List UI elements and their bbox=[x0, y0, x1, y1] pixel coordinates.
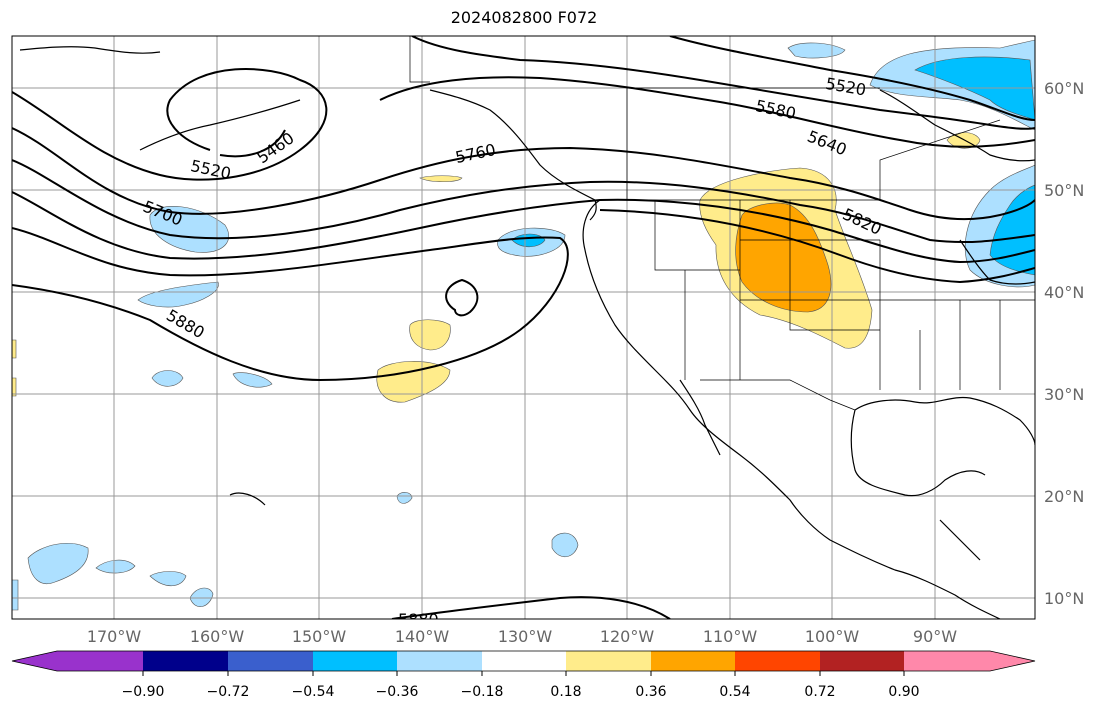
map-gridlines bbox=[12, 36, 1035, 619]
colorbar-segment bbox=[228, 651, 313, 671]
colorbar-segment bbox=[143, 651, 228, 671]
lon-label: 100°W bbox=[805, 627, 860, 646]
colorbar-segment bbox=[482, 651, 566, 671]
lat-label: 50°N bbox=[1044, 181, 1084, 200]
colorbar-tick-label: −0.54 bbox=[292, 684, 335, 700]
anomaly-negative-region bbox=[12, 579, 19, 611]
height-contours bbox=[12, 36, 1035, 619]
colorbar-segment bbox=[651, 651, 735, 671]
colorbar-segment bbox=[735, 651, 820, 671]
colorbar-segment bbox=[57, 651, 143, 671]
anomaly-negative-region bbox=[151, 370, 184, 387]
colorbar-segment bbox=[820, 651, 904, 671]
anomaly-negative-region bbox=[137, 281, 219, 308]
anomaly-negative-region bbox=[232, 372, 273, 388]
colorbar-segment bbox=[313, 651, 397, 671]
contour-label: 5880 bbox=[398, 610, 439, 629]
anomaly-negative-region bbox=[551, 532, 579, 557]
map-title: 2024082800 F072 bbox=[450, 8, 598, 27]
anomaly-positive-region bbox=[12, 377, 17, 397]
colorbar-segment bbox=[397, 651, 482, 671]
lon-label: 130°W bbox=[498, 627, 553, 646]
anomaly-negative-region bbox=[149, 571, 187, 587]
colorbar-tick-label: 0.72 bbox=[804, 684, 835, 700]
lat-label: 30°N bbox=[1044, 385, 1084, 404]
anomaly-negative-region bbox=[27, 542, 89, 584]
lon-label: 110°W bbox=[703, 627, 758, 646]
colorbar-tick-label: 0.90 bbox=[888, 684, 919, 700]
colorbar-segment bbox=[904, 651, 990, 671]
longitude-labels: 170°W 160°W 150°W 140°W 130°W 120°W 110°… bbox=[87, 627, 957, 646]
lon-label: 170°W bbox=[87, 627, 142, 646]
anomaly-negative-region bbox=[149, 205, 230, 253]
lon-label: 90°W bbox=[913, 627, 957, 646]
colorbar-tick-label: −0.18 bbox=[461, 684, 504, 700]
lat-label: 10°N bbox=[1044, 589, 1084, 608]
anomaly-shading bbox=[12, 39, 1035, 611]
colorbar: −0.90 −0.72 −0.54 −0.36 −0.18 0.18 0.36 … bbox=[11, 650, 1036, 700]
colorbar-tick-label: 0.36 bbox=[635, 684, 666, 700]
colorbar-tick-label: −0.72 bbox=[207, 684, 250, 700]
colorbar-segment bbox=[566, 651, 651, 671]
anomaly-negative-region bbox=[95, 559, 136, 574]
anomaly-positive-region bbox=[409, 319, 451, 351]
anomaly-positive-region bbox=[419, 175, 463, 183]
map-frame bbox=[11, 35, 1036, 620]
lon-label: 160°W bbox=[190, 627, 245, 646]
anomaly-negative-region bbox=[787, 42, 846, 59]
colorbar-segment bbox=[12, 651, 57, 671]
anomaly-negative-region bbox=[914, 56, 1035, 121]
colorbar-tick-label: 0.18 bbox=[550, 684, 581, 700]
lon-label: 150°W bbox=[292, 627, 347, 646]
anomaly-positive-region bbox=[12, 339, 17, 359]
lon-label: 120°W bbox=[600, 627, 655, 646]
colorbar-tick-label: −0.36 bbox=[376, 684, 419, 700]
anomaly-positive-region bbox=[376, 361, 451, 403]
colorbar-segment bbox=[990, 651, 1035, 671]
colorbar-tick-label: −0.90 bbox=[122, 684, 165, 700]
lat-label: 60°N bbox=[1044, 79, 1084, 98]
lat-label: 20°N bbox=[1044, 487, 1084, 506]
coastlines bbox=[19, 46, 1035, 619]
lat-label: 40°N bbox=[1044, 283, 1084, 302]
anomaly-negative-region bbox=[189, 587, 214, 607]
latitude-labels: 60°N 50°N 40°N 30°N 20°N 10°N bbox=[1044, 79, 1084, 608]
map-area: 5460 5520 5520 5580 5640 5700 5760 5820 … bbox=[12, 36, 1035, 629]
lon-label: 140°W bbox=[395, 627, 450, 646]
colorbar-tick-label: 0.54 bbox=[719, 684, 750, 700]
anomaly-negative-region bbox=[396, 492, 413, 504]
